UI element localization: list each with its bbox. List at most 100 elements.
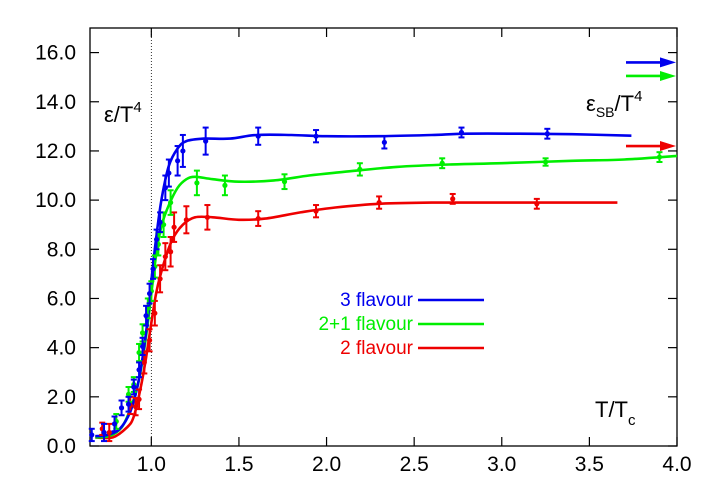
- data-point-2-flavour: [162, 242, 169, 272]
- point-marker: [152, 310, 158, 316]
- curve-3-flavour: [95, 132, 632, 438]
- y-tick-label: 12.0: [35, 140, 76, 163]
- point-marker: [183, 217, 189, 223]
- point-marker: [255, 215, 261, 222]
- point-marker: [313, 208, 319, 214]
- data-point-2-flavour: [167, 236, 174, 268]
- point-marker: [111, 421, 118, 427]
- x-tick-label: 4.0: [662, 453, 691, 476]
- data-point-3-flavour: [146, 282, 153, 305]
- data-point-3-flavour: [143, 304, 150, 327]
- data-point-2-flavour: [313, 204, 320, 219]
- axis-tick-labels: 0.0 2.0 4.0 6.0 8.0 10.0 12.0 14.0 16.0 1.0 1.5 2.0…: [35, 42, 691, 476]
- curve-2-flavour: [95, 201, 618, 440]
- point-marker: [313, 133, 319, 139]
- plot-frame: [89, 27, 678, 447]
- legend-label-2-flavour: 2 flavour: [340, 338, 414, 359]
- point-marker: [125, 391, 132, 397]
- point-marker: [656, 154, 663, 160]
- data-point-3-flavour: [179, 133, 186, 168]
- point-marker: [139, 343, 146, 350]
- point-marker: [171, 224, 177, 230]
- legend: 3 flavour 2+1 flavour 2 flavour: [318, 290, 484, 359]
- point-marker: [376, 199, 382, 206]
- data-point-3-flavour: [255, 126, 262, 146]
- point-marker: [450, 196, 456, 202]
- data-point-2-1-flavour: [167, 189, 174, 216]
- data-point-2-flavour: [106, 422, 113, 443]
- point-marker: [175, 158, 181, 164]
- x-tick-label: 3.0: [487, 453, 516, 476]
- point-marker: [125, 401, 132, 407]
- point-marker: [150, 266, 156, 272]
- data-point-3-flavour: [162, 174, 169, 202]
- x-tick-label: 2.0: [312, 453, 341, 476]
- y-tick-label: 14.0: [35, 91, 76, 114]
- data-point-3-flavour: [125, 395, 132, 413]
- point-marker: [141, 359, 147, 365]
- point-marker: [146, 337, 153, 343]
- data-point-2-1-flavour: [281, 173, 288, 191]
- data-point-3-flavour: [130, 378, 137, 396]
- point-marker: [157, 219, 163, 225]
- x-tick-label: 1.5: [224, 453, 253, 476]
- point-marker: [203, 138, 209, 144]
- point-marker: [439, 160, 445, 166]
- point-marker: [136, 396, 142, 402]
- point-marker: [136, 349, 142, 356]
- data-point-2-flavour: [533, 197, 540, 210]
- data-point-3-flavour: [111, 415, 118, 433]
- sb-arrow-head-3-flavour: [660, 57, 676, 68]
- point-marker: [89, 432, 95, 438]
- point-marker: [132, 404, 139, 410]
- point-marker: [458, 129, 465, 136]
- data-point-3-flavour: [88, 427, 95, 443]
- axis-ticks: [90, 28, 678, 447]
- y-tick-label: 6.0: [47, 287, 76, 310]
- data-point-2-flavour: [171, 211, 178, 243]
- point-marker: [534, 201, 540, 207]
- y-tick-label: 2.0: [47, 386, 76, 409]
- data-point-2-flavour: [132, 397, 139, 417]
- point-marker: [146, 290, 153, 297]
- point-marker: [153, 236, 160, 243]
- point-marker: [255, 133, 261, 139]
- data-point-3-flavour: [139, 336, 146, 357]
- legend-label-2plus1-flavour: 2+1 flavour: [318, 314, 413, 335]
- x-tick-label: 1.0: [137, 453, 166, 476]
- point-marker: [544, 131, 550, 137]
- point-marker: [157, 276, 163, 282]
- point-marker: [131, 384, 137, 390]
- point-marker: [180, 148, 186, 154]
- data-point-2-1-flavour: [542, 157, 549, 167]
- point-marker: [222, 182, 228, 188]
- data-point-2-1-flavour: [439, 157, 446, 170]
- point-marker: [166, 170, 172, 176]
- data-point-2-flavour: [255, 210, 262, 227]
- y-tick-label: 8.0: [47, 238, 76, 261]
- x-axis-annotation: T/Tc: [595, 397, 636, 429]
- point-marker: [106, 429, 112, 436]
- data-point-2-flavour: [157, 264, 164, 294]
- point-marker: [168, 249, 174, 255]
- data-point-2-flavour: [183, 205, 190, 235]
- data-point-2-flavour: [376, 195, 383, 210]
- x-tick-label: 3.5: [575, 453, 604, 476]
- data-point-3-flavour: [118, 399, 125, 417]
- y-tick-label: 0.0: [47, 435, 76, 458]
- data-point-3-flavour: [381, 135, 388, 150]
- point-marker: [139, 330, 146, 336]
- sb-limit-arrows: [626, 57, 676, 152]
- point-marker: [357, 166, 363, 172]
- point-marker: [381, 139, 387, 145]
- data-point-3-flavour: [313, 129, 320, 144]
- data-point-2-flavour: [449, 192, 456, 205]
- point-marker: [101, 429, 107, 436]
- point-marker: [204, 214, 210, 220]
- data-point-2-flavour: [146, 328, 153, 353]
- series-curves: [95, 132, 678, 440]
- data-point-3-flavour: [544, 127, 551, 140]
- point-marker: [281, 179, 288, 185]
- point-marker: [136, 367, 142, 373]
